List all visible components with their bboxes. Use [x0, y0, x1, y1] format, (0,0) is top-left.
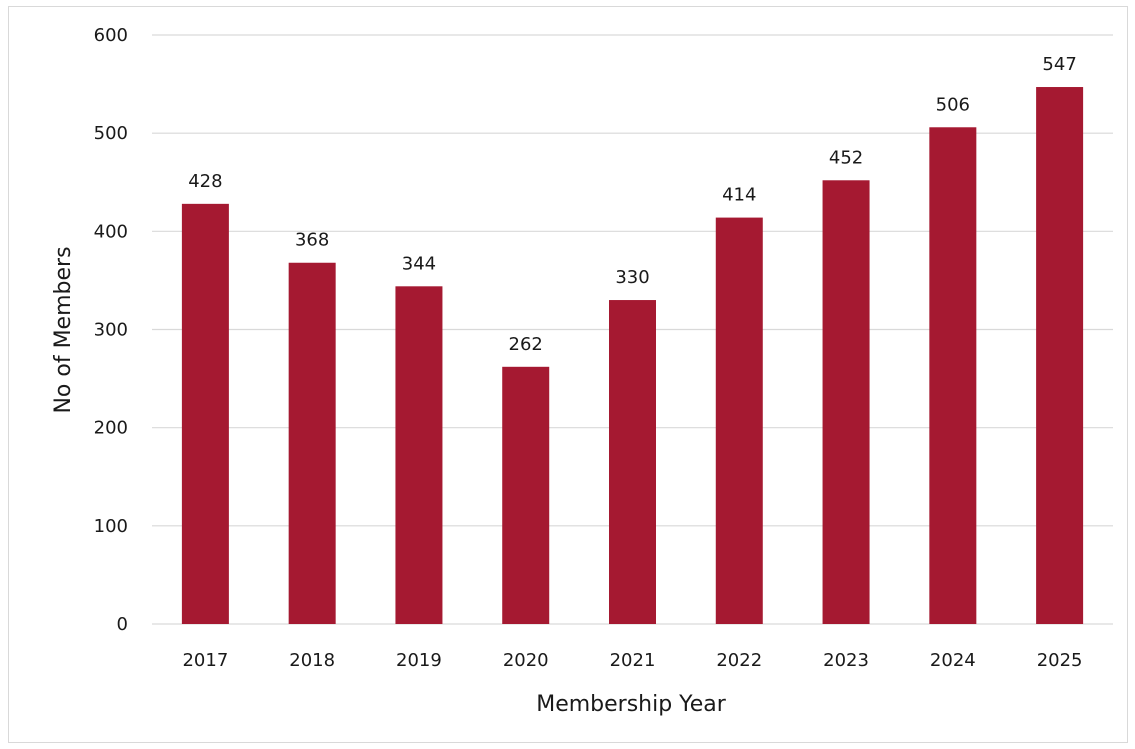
x-tick-label: 2025 — [1037, 650, 1083, 671]
bar-2019 — [395, 286, 443, 624]
y-tick-label: 400 — [94, 221, 128, 242]
bar-2025 — [1036, 87, 1084, 625]
bar-2023 — [822, 180, 870, 624]
bar-2018 — [288, 262, 336, 624]
data-label-2024: 506 — [936, 94, 970, 115]
x-tick-label: 2018 — [289, 650, 335, 671]
y-tick-label: 200 — [94, 418, 128, 439]
data-label-2019: 344 — [402, 253, 436, 274]
x-tick-label: 2024 — [930, 650, 976, 671]
x-tick-label: 2020 — [503, 650, 549, 671]
y-tick-label: 100 — [94, 516, 128, 537]
bars — [181, 87, 1084, 625]
x-tick-label: 2022 — [716, 650, 762, 671]
x-axis-title: Membership Year — [536, 692, 727, 717]
x-tick-label: 2021 — [610, 650, 656, 671]
bar-2020 — [502, 366, 550, 624]
x-tick-label: 2023 — [823, 650, 869, 671]
data-labels: 428 368 344 262 330 414 452 506 547 — [188, 54, 1077, 355]
bar-2021 — [609, 300, 656, 624]
data-label-2021: 330 — [615, 267, 649, 288]
data-label-2018: 368 — [295, 230, 329, 251]
bar-2017 — [181, 203, 229, 624]
y-tick-label: 500 — [94, 123, 128, 144]
x-axis-tick-labels: 2017 2018 2019 2020 2021 2022 2023 2024 2025 — [182, 650, 1082, 671]
y-tick-label: 0 — [117, 614, 128, 635]
data-label-2020: 262 — [509, 334, 543, 355]
x-tick-label: 2019 — [396, 650, 442, 671]
data-label-2025: 547 — [1042, 54, 1076, 75]
x-tick-label: 2017 — [182, 650, 228, 671]
y-tick-label: 300 — [94, 320, 128, 341]
bar-2022 — [715, 217, 763, 624]
y-tick-label: 600 — [94, 25, 128, 46]
y-axis-tick-labels: 0 100 200 300 400 500 600 — [94, 25, 128, 635]
data-label-2022: 414 — [722, 185, 756, 206]
data-label-2017: 428 — [188, 171, 222, 192]
bar-2024 — [929, 127, 977, 624]
y-axis-title: No of Members — [51, 246, 76, 413]
data-label-2023: 452 — [829, 147, 863, 168]
